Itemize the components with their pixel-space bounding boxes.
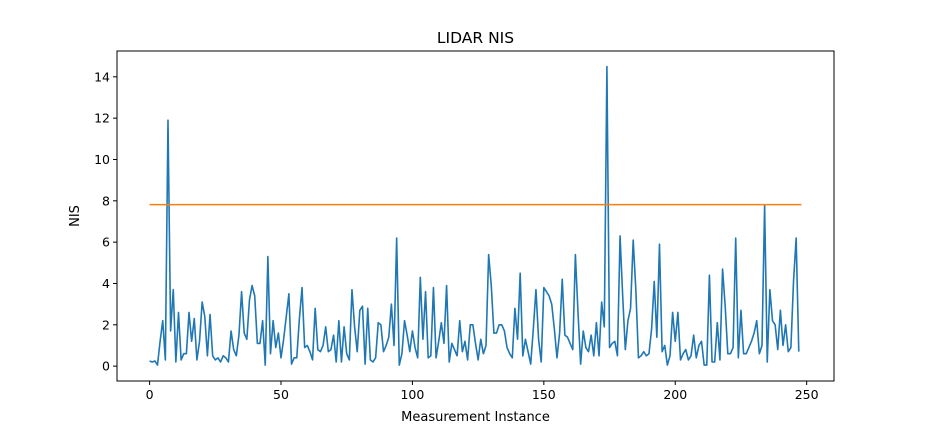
y-tick-label: 4 [102,276,110,291]
y-tick-label: 6 [102,235,110,250]
chart-title: LIDAR NIS [437,29,514,47]
series-line-nis [149,65,800,366]
y-tick-label: 0 [102,359,110,374]
y-tick-label: 12 [94,111,110,126]
plot-frame [116,50,835,382]
x-tick-label: 0 [146,387,154,402]
x-tick-label: 250 [795,387,819,402]
y-axis: 0 2 4 6 8 10 12 14 [94,69,117,374]
y-tick-label: 14 [94,69,110,84]
y-tick-label: 2 [102,317,110,332]
x-tick-label: 200 [663,387,687,402]
y-tick-label: 8 [102,193,110,208]
x-tick-label: 100 [400,387,424,402]
x-axis-label: Measurement Instance [401,410,550,425]
y-tick-label: 10 [94,152,110,167]
plot-content [149,65,802,366]
x-tick-label: 150 [532,387,556,402]
x-tick-label: 50 [273,387,289,402]
y-axis-label: NIS [68,205,83,227]
x-axis: 0 50 100 150 200 250 [146,381,819,402]
